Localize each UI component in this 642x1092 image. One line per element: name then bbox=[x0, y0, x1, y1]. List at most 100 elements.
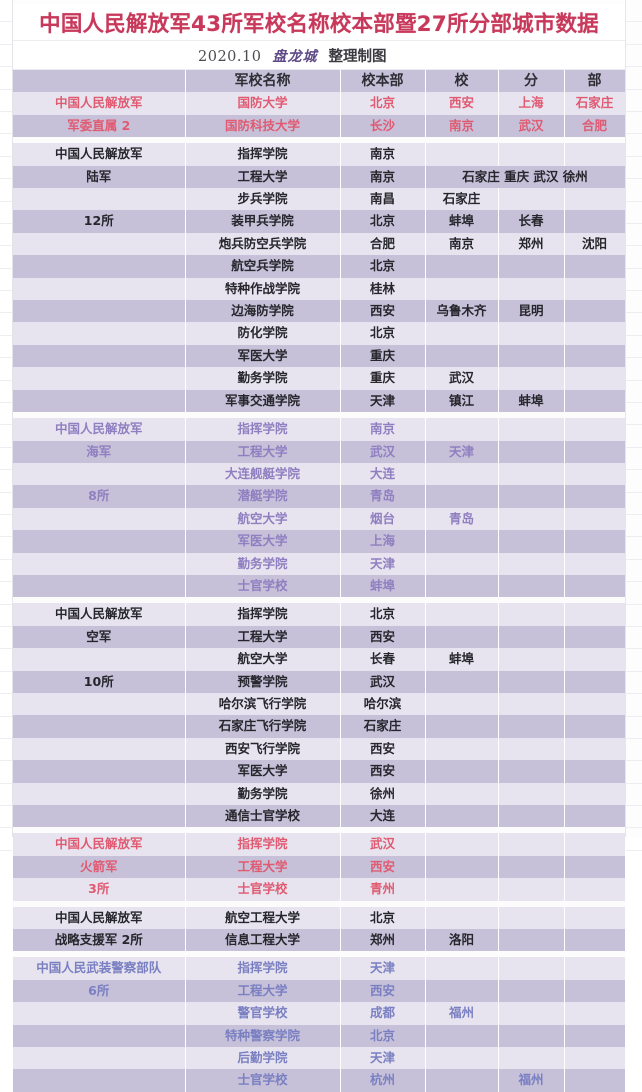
main-campus-cell: 武汉 bbox=[340, 670, 426, 693]
branch-campus-cell bbox=[425, 462, 499, 486]
branch-campus-cell bbox=[425, 322, 499, 345]
branch-campus-cell bbox=[564, 782, 626, 805]
branch-label-cell bbox=[13, 648, 186, 671]
table-row: 石家庄飞行学院 石家庄 bbox=[13, 715, 626, 738]
table-row: 中国人民武装警察部队 指挥学院 天津 bbox=[13, 957, 626, 980]
table-row: 军医大学 重庆 bbox=[13, 344, 626, 368]
main-campus-cell: 长春 bbox=[340, 648, 426, 671]
branch-campus-cell bbox=[425, 255, 499, 278]
school-name-cell: 炮兵防空兵学院 bbox=[185, 232, 341, 256]
section-separator bbox=[13, 412, 626, 419]
main-campus-cell: 杭州 bbox=[340, 1069, 426, 1092]
separator-cell bbox=[498, 827, 565, 834]
gutter-row-line bbox=[626, 269, 642, 292]
branch-campus-cell bbox=[425, 979, 499, 1003]
branch-campus-cell bbox=[564, 300, 626, 323]
branch-label-cell bbox=[13, 805, 186, 828]
gutter-row-line bbox=[626, 202, 642, 224]
gutter-row-line bbox=[0, 246, 12, 269]
separator-cell bbox=[498, 412, 565, 419]
column-header-5: 部 bbox=[564, 70, 626, 93]
main-campus-cell: 天津 bbox=[340, 552, 426, 575]
branch-campus-cell bbox=[425, 957, 499, 980]
branch-campus-cell: 天津 bbox=[425, 440, 499, 463]
table-row: 火箭军 工程大学 西安 bbox=[13, 855, 626, 879]
table-row: 中国人民解放军 国防大学 北京 西安 上海 石家庄 bbox=[13, 92, 626, 115]
branch-campus-cell bbox=[425, 418, 499, 441]
branch-campus-cell bbox=[498, 603, 565, 626]
branch-label-cell bbox=[13, 344, 186, 368]
gutter-row-line bbox=[626, 560, 642, 583]
main-campus-cell: 天津 bbox=[340, 1047, 426, 1070]
branch-campus-cell bbox=[564, 760, 626, 783]
table-row: 10所 预警学院 武汉 bbox=[13, 670, 626, 693]
branch-campus-cell bbox=[564, 692, 626, 716]
branch-label-cell bbox=[13, 760, 186, 783]
subtitle-note: 整理制图 bbox=[328, 48, 387, 65]
table-row: 警官学校 成都 福州 bbox=[13, 1002, 626, 1025]
separator-cell bbox=[564, 137, 626, 144]
separator-cell bbox=[425, 597, 499, 604]
branch-label-cell bbox=[13, 530, 186, 553]
table-row: 士官学校 蚌埠 bbox=[13, 574, 626, 598]
branch-campus-cell: 青岛 bbox=[425, 507, 499, 531]
school-name-cell: 士官学校 bbox=[185, 574, 341, 598]
gutter-row-line bbox=[626, 336, 642, 359]
separator-cell bbox=[425, 827, 499, 834]
school-name-cell: 国防大学 bbox=[185, 92, 341, 115]
main-campus-cell: 郑州 bbox=[340, 929, 426, 952]
main-campus-cell: 北京 bbox=[340, 322, 426, 345]
main-campus-cell: 合肥 bbox=[340, 232, 426, 256]
gutter-row-line bbox=[626, 291, 642, 314]
main-campus-cell: 蚌埠 bbox=[340, 574, 426, 598]
separator-cell bbox=[185, 412, 341, 419]
main-campus-cell: 哈尔滨 bbox=[340, 692, 426, 716]
school-name-cell: 工程大学 bbox=[185, 625, 341, 649]
gutter-row-line bbox=[0, 381, 12, 404]
gutter-row-line bbox=[626, 358, 642, 381]
branch-campus-cell bbox=[564, 255, 626, 278]
gutter-row-line bbox=[626, 537, 642, 560]
school-name-cell: 航空兵学院 bbox=[185, 255, 341, 278]
gutter-row-line bbox=[0, 134, 12, 157]
gutter-row-line bbox=[0, 358, 12, 381]
gutter-row-line bbox=[0, 179, 12, 202]
branch-campus-cell bbox=[498, 1024, 565, 1048]
gutter-row-line bbox=[0, 425, 12, 448]
branch-campus-cell bbox=[498, 805, 565, 828]
separator-cell bbox=[564, 412, 626, 419]
branch-campus-cell bbox=[564, 603, 626, 626]
main-campus-cell: 北京 bbox=[340, 92, 426, 115]
gutter-row-line bbox=[0, 45, 12, 68]
table-row: 炮兵防空兵学院 合肥 南京 郑州 沈阳 bbox=[13, 232, 626, 256]
gutter-row-line bbox=[0, 515, 12, 538]
branch-campus-cell bbox=[498, 143, 565, 166]
school-name-cell: 指挥学院 bbox=[185, 603, 341, 626]
branch-campus-cell bbox=[564, 507, 626, 531]
section-separator bbox=[13, 827, 626, 834]
table-row: 中国人民解放军 指挥学院 南京 bbox=[13, 418, 626, 441]
table-row: 步兵学院 南昌 石家庄 bbox=[13, 188, 626, 211]
branch-campus-cell bbox=[564, 440, 626, 463]
gutter-row-line bbox=[0, 627, 12, 650]
school-name-cell: 勤务学院 bbox=[185, 367, 341, 390]
main-campus-cell: 北京 bbox=[340, 255, 426, 278]
gutter-row-line bbox=[626, 448, 642, 471]
separator-cell bbox=[498, 137, 565, 144]
branch-label-cell bbox=[13, 300, 186, 323]
separator-cell bbox=[185, 827, 341, 834]
branch-campus-cell: 武汉 bbox=[425, 367, 499, 390]
row-header-gutter bbox=[0, 0, 13, 851]
branch-campus-cell bbox=[498, 277, 565, 301]
table-row: 勤务学院 徐州 bbox=[13, 782, 626, 805]
school-name-cell: 预警学院 bbox=[185, 670, 341, 693]
branch-label-cell: 12所 bbox=[13, 210, 186, 233]
table-row: 12所 装甲兵学院 北京 蚌埠 长春 bbox=[13, 210, 626, 233]
gutter-row-line bbox=[0, 582, 12, 605]
separator-cell bbox=[13, 597, 186, 604]
branch-label-cell bbox=[13, 1024, 186, 1048]
gutter-row-line bbox=[626, 112, 642, 135]
branch-campus-cell bbox=[564, 418, 626, 441]
branch-campus-cell bbox=[498, 957, 565, 980]
branch-campus-cell bbox=[498, 574, 565, 598]
